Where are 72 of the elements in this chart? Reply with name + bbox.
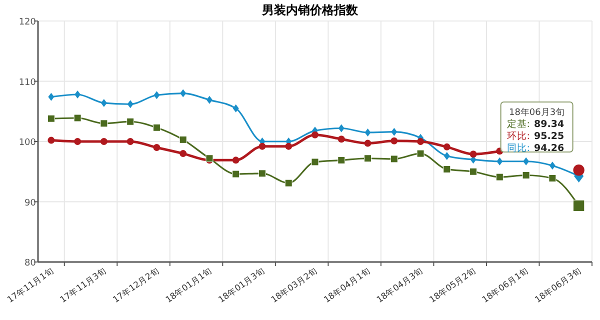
point [443,143,450,150]
point [127,100,134,108]
point [152,124,160,132]
point [443,165,451,173]
annotation: 89.34 [534,119,564,130]
x-tick-label: 18年04月1旬 [322,265,372,306]
chart-title: 男装内销价格指数 [261,3,359,17]
point [126,138,134,145]
x-tick-label: 18年06月1旬 [480,265,531,306]
point [338,136,345,143]
point [364,128,371,136]
annotation: 18年06月3旬 [508,107,565,118]
point [258,142,266,150]
series-label: 同比: [506,142,530,154]
point [100,120,108,128]
point [74,138,82,145]
x-tick-label: 18年04月3旬 [374,265,426,306]
x-tick-label: 18年05月2旬 [427,265,478,306]
annotation: 94.26 [534,143,564,154]
point [100,98,107,107]
point [180,150,187,158]
point [312,131,318,138]
point [364,140,372,147]
point [549,162,556,170]
point [338,124,344,132]
point [48,136,55,144]
y-tick-label: 120 [18,18,36,28]
point [416,150,424,158]
point [470,168,478,176]
x-tick-label: 18年06月3旬 [532,265,584,306]
y-tick-label: 110 [18,78,36,88]
point [179,136,187,144]
point [390,137,398,144]
point [206,96,212,104]
y-tick-label: 100 [18,138,36,148]
x-tick-label: 18年01月3旬 [216,265,267,306]
text: 定基: [506,119,530,130]
point [548,174,556,182]
x-tick-label: 18年01月1旬 [164,265,214,306]
point [48,92,54,101]
point [470,150,477,158]
point [100,138,108,145]
series-label: 环比: [506,130,530,142]
point [126,118,134,126]
point [153,144,160,152]
point [154,91,160,100]
point [391,128,398,136]
point [496,157,503,166]
point [232,104,239,112]
x-tick-label: 17年11月3旬 [58,265,109,306]
point [522,171,530,179]
y-tick-label: 90 [24,198,36,208]
point [364,154,372,162]
point [74,114,82,122]
point [47,114,55,122]
point [180,89,186,98]
x-tick-label: 18年03月2旬 [269,265,320,306]
point [496,173,504,181]
annotation: 95.25 [534,131,564,142]
point [311,158,319,166]
point [74,90,81,99]
point [232,170,240,178]
point [258,170,266,178]
point [523,157,530,166]
x-tick-label: 17年12月2旬 [110,265,162,306]
point [232,156,240,164]
point [417,138,424,145]
point [338,156,346,164]
point [284,179,292,187]
point [444,152,450,160]
point [285,142,292,150]
point [390,155,398,163]
